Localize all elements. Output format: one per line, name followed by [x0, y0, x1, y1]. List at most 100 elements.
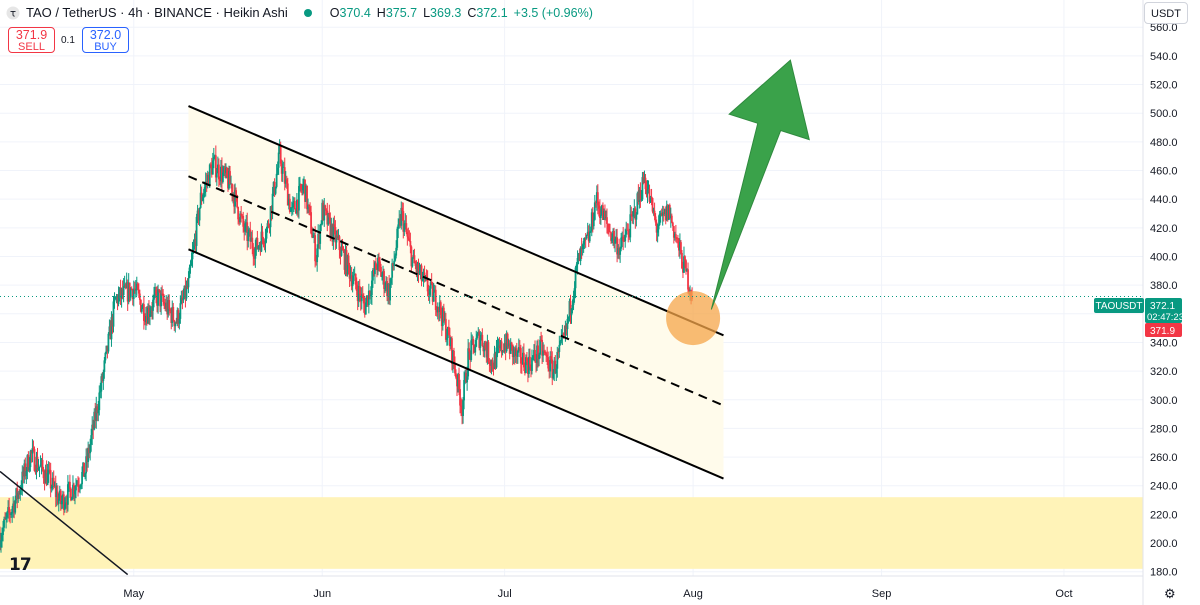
candle-body: [549, 356, 552, 372]
candle-body: [429, 281, 432, 289]
candle-body: [150, 310, 152, 314]
candle-body: [235, 190, 237, 195]
candle-body: [346, 255, 349, 275]
candle-body: [419, 265, 422, 272]
candle-body: [354, 273, 357, 285]
candle-body: [221, 166, 223, 182]
candle-body: [529, 356, 531, 367]
candle-body: [650, 196, 653, 198]
candle-body: [154, 290, 156, 295]
open-value: 370.4: [339, 5, 371, 20]
candle-body: [3, 519, 5, 528]
candle-body: [28, 467, 31, 471]
buy-button[interactable]: 372.0 BUY: [82, 27, 129, 53]
candle-body: [202, 193, 205, 198]
candle-body: [598, 208, 601, 218]
candle-body: [343, 251, 346, 270]
currency-button[interactable]: USDT: [1144, 2, 1188, 24]
candle-body: [196, 210, 199, 217]
candle-body: [492, 368, 495, 370]
time-tick-label: Oct: [1055, 588, 1072, 600]
candle-body: [470, 340, 473, 360]
candle-body: [391, 263, 394, 278]
candle-body: [334, 226, 337, 243]
channel-lower-line: [188, 248, 724, 480]
candle-body: [364, 302, 367, 315]
candle-body: [286, 183, 289, 206]
candle-body: [262, 238, 265, 244]
candle-body: [289, 208, 292, 212]
candle-body: [630, 214, 633, 216]
candle-body: [91, 424, 94, 436]
candle-body: [145, 316, 147, 323]
candle-body: [116, 296, 119, 304]
candle-body: [149, 313, 151, 317]
candle-body: [686, 269, 688, 272]
candle-body: [561, 333, 564, 337]
candle-body: [408, 238, 411, 242]
candle-body: [102, 371, 105, 381]
candle-body: [643, 177, 646, 184]
gear-icon[interactable]: ⚙: [1164, 586, 1176, 601]
candle-body: [525, 357, 527, 374]
candle-body: [430, 281, 433, 284]
candle-body: [593, 202, 596, 220]
candle-body: [508, 343, 511, 354]
candle-body: [688, 289, 690, 293]
candle-body: [128, 282, 131, 298]
candle-body: [389, 283, 392, 301]
candle-body: [164, 303, 167, 309]
candle-body: [545, 353, 548, 355]
candle-body: [248, 229, 251, 232]
candle-body: [55, 491, 58, 498]
sell-button[interactable]: 371.9 SELL: [8, 27, 55, 53]
price-tick-label: 320.0: [1150, 366, 1178, 378]
candle-body: [288, 198, 291, 212]
candle-body: [190, 259, 193, 266]
candle-body: [477, 331, 480, 335]
candle-body: [441, 307, 444, 327]
candle-body: [18, 492, 21, 495]
candle-body: [417, 263, 420, 274]
price-tick-label: 240.0: [1150, 481, 1178, 493]
candle-body: [217, 164, 220, 180]
sell-label: SELL: [18, 41, 45, 53]
candle-body: [51, 477, 54, 487]
price-tick-label: 500.0: [1150, 108, 1178, 120]
candle-body: [17, 492, 20, 499]
candle-body: [120, 288, 123, 299]
candle-body: [536, 345, 538, 363]
candle-body: [302, 185, 304, 191]
candle-body: [47, 469, 50, 473]
candle-body: [485, 348, 488, 358]
candle-body: [633, 208, 636, 211]
candle-body: [322, 202, 325, 221]
candle-body: [466, 376, 469, 383]
candle-body: [234, 190, 236, 207]
candle-body: [53, 485, 56, 487]
candle-body: [484, 342, 487, 349]
candle-body: [281, 167, 284, 174]
candle-body: [292, 201, 295, 203]
candle-body: [594, 202, 597, 204]
candle-body: [299, 184, 301, 187]
candle-body: [245, 222, 248, 224]
candle-body: [587, 231, 590, 242]
candle-body: [132, 288, 135, 300]
candle-body: [675, 238, 678, 240]
candle-body: [398, 218, 401, 225]
candle-body: [146, 316, 148, 324]
candle-body: [471, 338, 474, 341]
candle-body: [539, 339, 541, 355]
candle-body: [636, 193, 639, 215]
symbol-title[interactable]: TAO / TetherUS · 4h · BINANCE · Heikin A…: [26, 5, 288, 20]
candle-body: [666, 205, 669, 220]
candle-body: [502, 350, 505, 352]
candle-body: [39, 464, 42, 467]
bid-price-value: 371.9: [1150, 326, 1175, 337]
candle-body: [283, 167, 286, 184]
candle-body: [412, 255, 415, 258]
candle-body: [450, 338, 452, 347]
candle-body: [111, 317, 114, 327]
